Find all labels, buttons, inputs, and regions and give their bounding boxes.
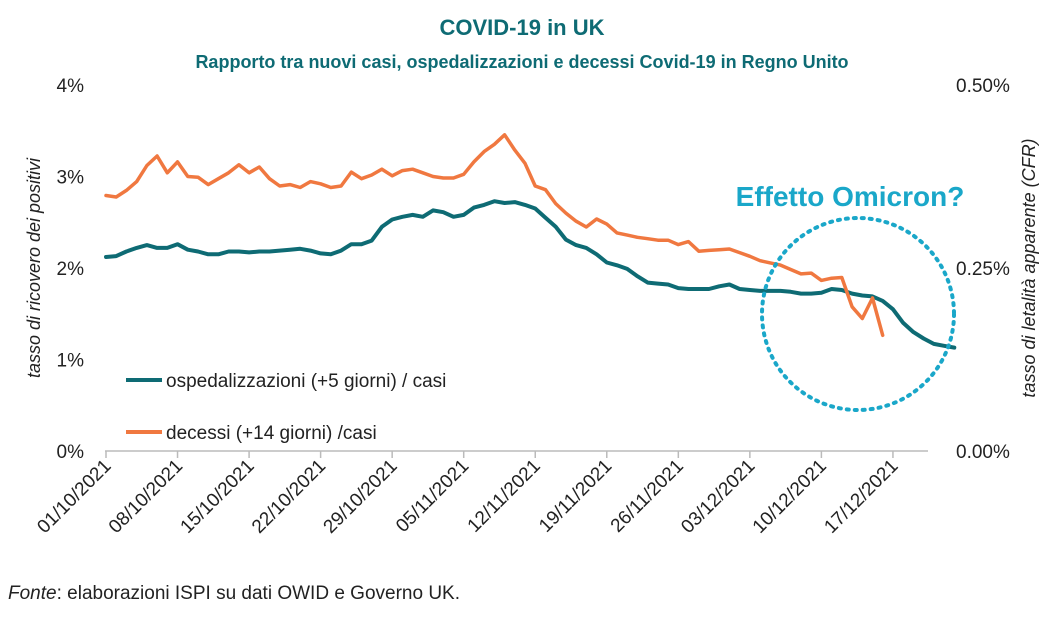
legend: ospedalizzazioni (+5 giorni) / casi dece… [126,371,446,444]
series-line-decessi [104,133,885,338]
x-tick-label: 29/10/2021 [320,456,402,538]
chart-title: COVID-19 in UK [439,15,604,40]
x-tick-label: 03/12/2021 [677,456,759,538]
right-tick-label: 0.25% [956,259,1010,280]
omicron-annotation: Effetto Omicron? [736,181,965,212]
left-axis-title: tasso di ricovero dei positivi [24,157,44,378]
x-tick-label: 15/10/2021 [177,456,259,538]
right-tick-label: 0.50% [956,76,1010,97]
right-axis-title: tasso di letalità apparente (CFR) [1019,138,1039,397]
x-tick-label: 19/11/2021 [535,456,616,537]
x-tick-label: 26/11/2021 [607,456,688,537]
right-axis-ticks: 0.00% 0.25% 0.50% [956,76,1010,463]
source-text: : elaborazioni ISPI su dati OWID e Gover… [56,583,460,604]
left-axis-ticks: 0% 1% 2% 3% 4% [57,76,85,463]
right-tick-label: 0.00% [956,442,1010,463]
omicron-highlight-circle [760,216,956,412]
x-tick-label: 01/10/2021 [33,456,115,538]
left-tick-label: 2% [57,259,85,280]
left-tick-label: 3% [57,168,85,189]
x-tick-label: 10/12/2021 [749,456,831,538]
legend-label-ospedalizzazioni: ospedalizzazioni (+5 giorni) / casi [166,371,446,392]
left-tick-label: 4% [57,76,85,97]
x-tick-label: 08/10/2021 [105,456,187,538]
source-label: Fonte [8,583,57,604]
series-line-ospedalizzazioni [104,199,957,350]
x-axis-ticks: 01/10/202108/10/202115/10/202122/10/2021… [33,451,902,538]
chart-subtitle: Rapporto tra nuovi casi, ospedalizzazion… [195,52,848,72]
x-tick-label: 17/12/2021 [820,456,902,538]
left-tick-label: 0% [57,442,85,463]
x-tick-label: 05/11/2021 [392,456,473,537]
x-tick-label: 12/11/2021 [464,456,545,537]
left-tick-label: 1% [57,351,85,372]
source-note: Fonte: elaborazioni ISPI su dati OWID e … [8,583,460,605]
x-tick-label: 22/10/2021 [248,456,330,538]
chart: COVID-19 in UK Rapporto tra nuovi casi, … [24,15,1039,538]
legend-label-decessi: decessi (+14 giorni) /casi [166,423,377,444]
